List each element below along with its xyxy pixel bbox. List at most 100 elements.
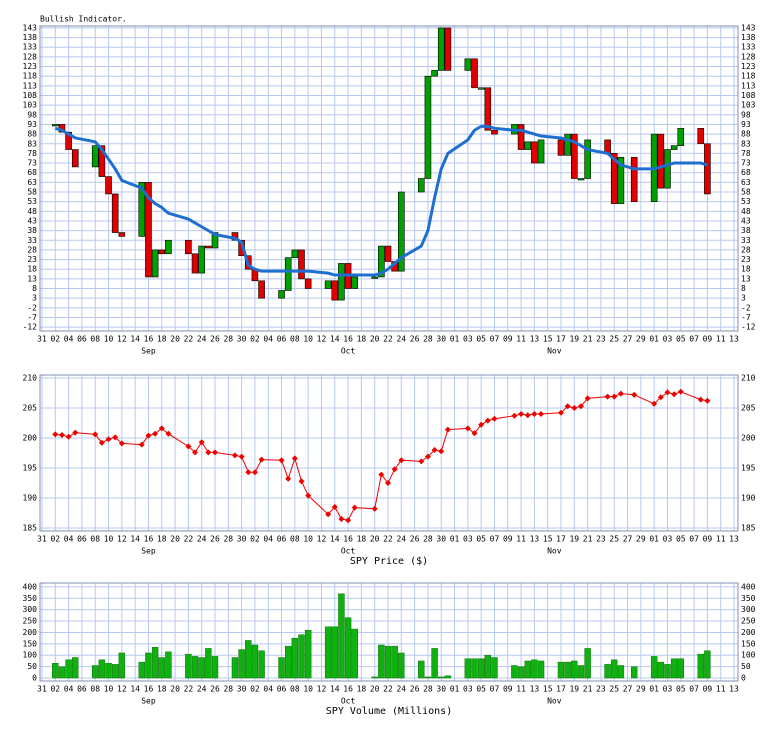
indicator-bar — [298, 249, 305, 280]
price-marker — [331, 504, 338, 510]
x-tick-label: 16 — [343, 535, 353, 544]
y-tick-label-right: 200 — [741, 628, 756, 637]
y-tick-label: 143 — [23, 23, 38, 32]
volume-bar — [477, 658, 485, 679]
price-marker — [604, 393, 611, 400]
x-tick-label: 30 — [436, 535, 446, 544]
volume-bar — [471, 658, 478, 679]
volume-bar — [338, 593, 345, 679]
x-tick-label: 14 — [330, 535, 340, 544]
y-tick-label-right: 205 — [741, 404, 756, 413]
volume-bar — [604, 664, 611, 679]
price-marker — [704, 397, 711, 404]
price-marker — [531, 411, 538, 417]
y-tick-label: 103 — [23, 101, 38, 110]
x-tick-label: 14 — [130, 535, 140, 544]
y-tick-label: 33 — [27, 236, 37, 245]
volume-bar — [444, 675, 452, 679]
volume-bar — [118, 652, 126, 679]
x-tick-label: 09 — [703, 335, 713, 344]
y-tick-label-right: 100 — [741, 651, 756, 660]
x-tick-label: 26 — [210, 685, 220, 694]
y-tick-label: 300 — [23, 605, 38, 614]
x-tick-label: 29 — [636, 535, 646, 544]
price-marker — [205, 449, 212, 456]
y-tick-label: 128 — [23, 52, 38, 61]
x-tick-label: 08 — [290, 335, 300, 344]
indicator-bar — [424, 75, 432, 179]
x-tick-label: 22 — [383, 335, 393, 344]
indicator-bar — [630, 156, 638, 202]
x-tick-label: 22 — [383, 685, 393, 694]
volume-bar — [198, 657, 205, 679]
x-tick-label: 14 — [330, 685, 340, 694]
volume-bar — [211, 656, 219, 679]
y-tick-label: -7 — [27, 313, 37, 322]
indicator-bar — [151, 249, 159, 278]
x-tick-label: 24 — [396, 335, 406, 344]
price-marker — [391, 466, 398, 473]
indicator-bar — [564, 133, 571, 156]
x-tick-label: 08 — [290, 535, 300, 544]
price-marker — [245, 469, 252, 476]
price-marker — [584, 395, 591, 402]
x-tick-label: 02 — [50, 685, 60, 694]
x-tick-label: 21 — [583, 335, 593, 344]
x-tick-label: 30 — [237, 535, 247, 544]
y-tick-label: 108 — [23, 91, 38, 100]
x-tick-label: 27 — [623, 335, 633, 344]
y-tick-label: 8 — [32, 284, 37, 293]
x-tick-label: 13 — [530, 685, 540, 694]
x-tick-label: 19 — [569, 535, 579, 544]
volume-bar — [138, 661, 146, 679]
x-axis-label: SPY Price ($) — [350, 556, 428, 567]
y-tick-label: 13 — [27, 274, 37, 283]
price-marker — [438, 448, 445, 455]
volume-bar — [418, 660, 425, 679]
price-marker — [158, 425, 165, 432]
indicator-bar — [557, 139, 565, 156]
x-tick-label: 11 — [516, 535, 526, 544]
x-tick-label: 24 — [197, 535, 207, 544]
indicator-bar — [371, 276, 378, 279]
volume-bar — [438, 676, 445, 679]
y-tick-label: 58 — [27, 188, 37, 197]
y-tick-label: 43 — [27, 216, 37, 225]
volume-bar — [304, 629, 312, 679]
indicator-bar — [331, 280, 339, 301]
price-marker — [418, 458, 425, 465]
y-tick-label: 68 — [27, 168, 37, 177]
x-tick-label: 01 — [649, 535, 659, 544]
volume-bar — [584, 648, 591, 679]
indicator-bar — [71, 149, 79, 168]
y-tick-label: 400 — [23, 582, 38, 591]
price-marker — [491, 415, 498, 422]
x-tick-label: 17 — [556, 535, 566, 544]
x-tick-label: 20 — [170, 535, 180, 544]
x-tick-label: 27 — [623, 535, 633, 544]
volume-bar — [484, 655, 492, 679]
indicator-bar — [524, 141, 532, 150]
price-marker — [258, 456, 265, 463]
x-tick-label: 07 — [689, 685, 699, 694]
y-tick-label-right: 200 — [741, 434, 756, 443]
indicator-bar — [491, 129, 498, 135]
x-tick-label: 11 — [516, 335, 526, 344]
y-tick-label-right: 195 — [741, 464, 756, 473]
indicator-bar — [670, 145, 678, 150]
plot-frame — [39, 582, 739, 682]
x-tick-label: 04 — [64, 685, 74, 694]
x-tick-label: 05 — [676, 535, 686, 544]
x-tick-label: 19 — [569, 685, 579, 694]
volume-bar — [424, 676, 432, 679]
volume-bar — [650, 656, 658, 679]
y-tick-label: 190 — [23, 494, 38, 503]
indicator-bar — [52, 124, 59, 127]
x-tick-label: 13 — [530, 535, 540, 544]
y-tick-label-right: 78 — [741, 149, 751, 158]
x-tick-label: 20 — [170, 335, 180, 344]
indicator-bar — [98, 145, 106, 177]
average-line — [54, 124, 708, 277]
indicator-bar — [471, 58, 478, 89]
